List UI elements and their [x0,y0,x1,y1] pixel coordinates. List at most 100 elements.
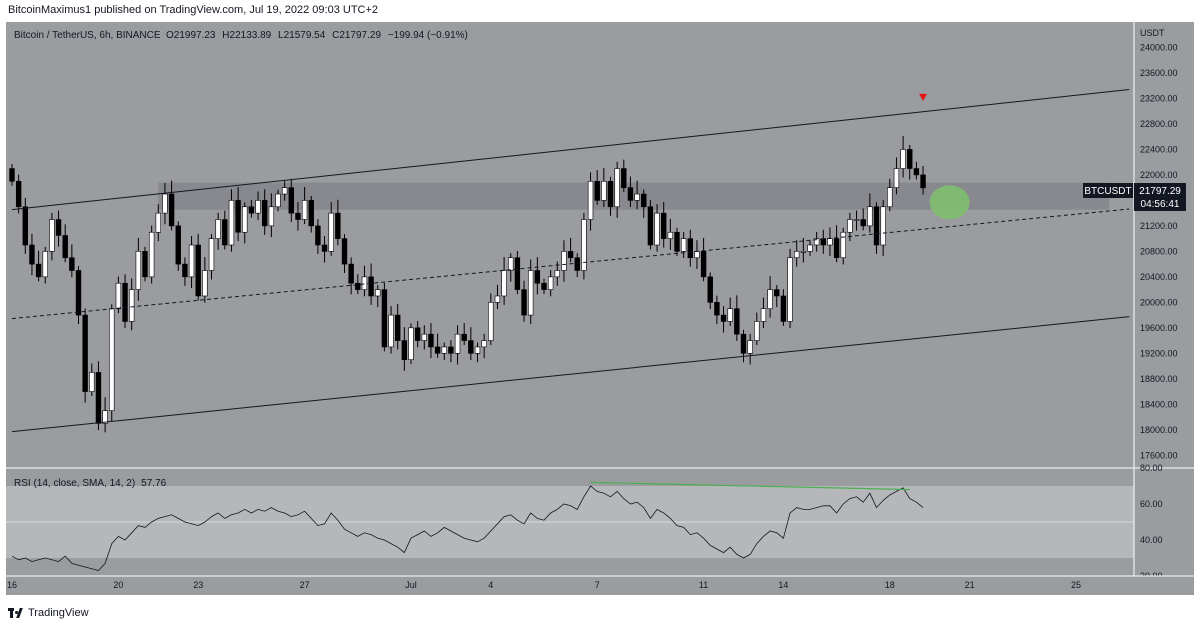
candle [202,257,208,303]
candle-down-body [700,251,707,278]
time-tick-label: 4 [488,580,493,590]
rsi-value: 57.76 [141,478,166,489]
candle-down-body [734,308,740,335]
candle-down-body [714,302,720,316]
candle-down-body [9,168,15,182]
candle [680,231,687,259]
candle [89,363,95,397]
candle-down-body [774,289,780,297]
candle [641,189,647,218]
candle-down-body [82,314,88,392]
countdown-label: 04:56:41 [1141,199,1180,210]
candle [394,303,401,350]
candle-up-body [268,206,275,227]
candle-down-body [35,263,42,278]
candle [647,200,654,250]
candle-up-body [867,206,873,227]
candle [561,240,567,282]
candle [860,208,866,231]
candle-down-body [607,180,614,208]
candle-up-body [255,200,261,214]
candle-down-body [780,295,787,322]
price-tick-label: 20400.00 [1140,272,1178,282]
candle-down-body [55,219,62,236]
candle [547,270,554,297]
candle [468,327,474,361]
candle [261,189,268,235]
candle [767,276,773,318]
candle [448,340,454,363]
axis-currency: USDT [1140,28,1165,38]
candle [754,312,760,346]
candle-up-body [162,193,168,214]
candle-down-body [414,327,421,341]
candle [35,250,42,282]
candle-up-body [501,270,507,297]
time-tick-label: 23 [193,580,203,590]
candle-up-body [421,333,427,341]
candle [135,237,142,301]
candle-down-body [687,238,694,259]
candle [355,274,361,295]
candle [880,200,886,257]
candle [514,251,521,295]
candle-down-body [674,231,680,252]
legend-ohlc: O21997.23 H22133.89 L21579.54 C21797.29 … [166,30,468,41]
candle [321,236,328,263]
candle-down-body [627,187,634,201]
candle [42,246,48,284]
candle [175,221,181,271]
candle-up-body [388,314,394,348]
candle [654,204,660,252]
candle-up-body [793,251,800,259]
candle [614,161,620,218]
candle [188,236,195,289]
price-tick-label: 19600.00 [1140,323,1178,333]
candle [281,180,288,201]
legend-close: 21797.29 [339,30,381,41]
candle [581,212,587,280]
price-badge[interactable]: 21797.29 04:56:41 [1134,183,1186,211]
candle-up-body [281,187,288,195]
rsi-line [11,485,924,572]
candle-up-body [840,231,846,259]
candle-up-body [547,276,554,290]
candle [115,276,122,314]
candle [907,144,913,180]
candle [275,189,281,212]
time-tick-label: 18 [885,580,895,590]
candle-down-body [62,235,68,259]
candle [853,210,860,231]
candle-up-body [847,219,853,233]
candle [474,342,481,363]
candle-up-body [155,212,161,233]
time-tick-label: 16 [7,580,17,590]
candle-up-body [893,168,900,188]
candle-down-body [660,212,667,239]
candle [95,361,102,431]
candle-up-body [634,193,640,201]
candle-up-body [488,302,494,341]
candle [69,244,75,278]
candle-up-body [694,251,700,259]
candle-up-body [228,200,235,246]
candle-up-body [527,270,534,316]
candle-down-body [641,193,647,208]
candle-up-body [581,219,587,271]
channel-lower-line [11,316,1130,433]
candle [813,231,820,252]
candle [242,202,248,244]
price-tick-label: 22400.00 [1140,144,1178,154]
candle [414,321,421,348]
candle [594,170,600,205]
candle [833,225,840,263]
candle-up-body [129,289,135,322]
candle-up-body [109,308,115,411]
ticker-badge[interactable]: BTCUSDT [1083,183,1133,198]
candle-up-body [853,219,860,221]
candle [122,274,128,329]
price-tick-label: 23200.00 [1140,93,1178,103]
